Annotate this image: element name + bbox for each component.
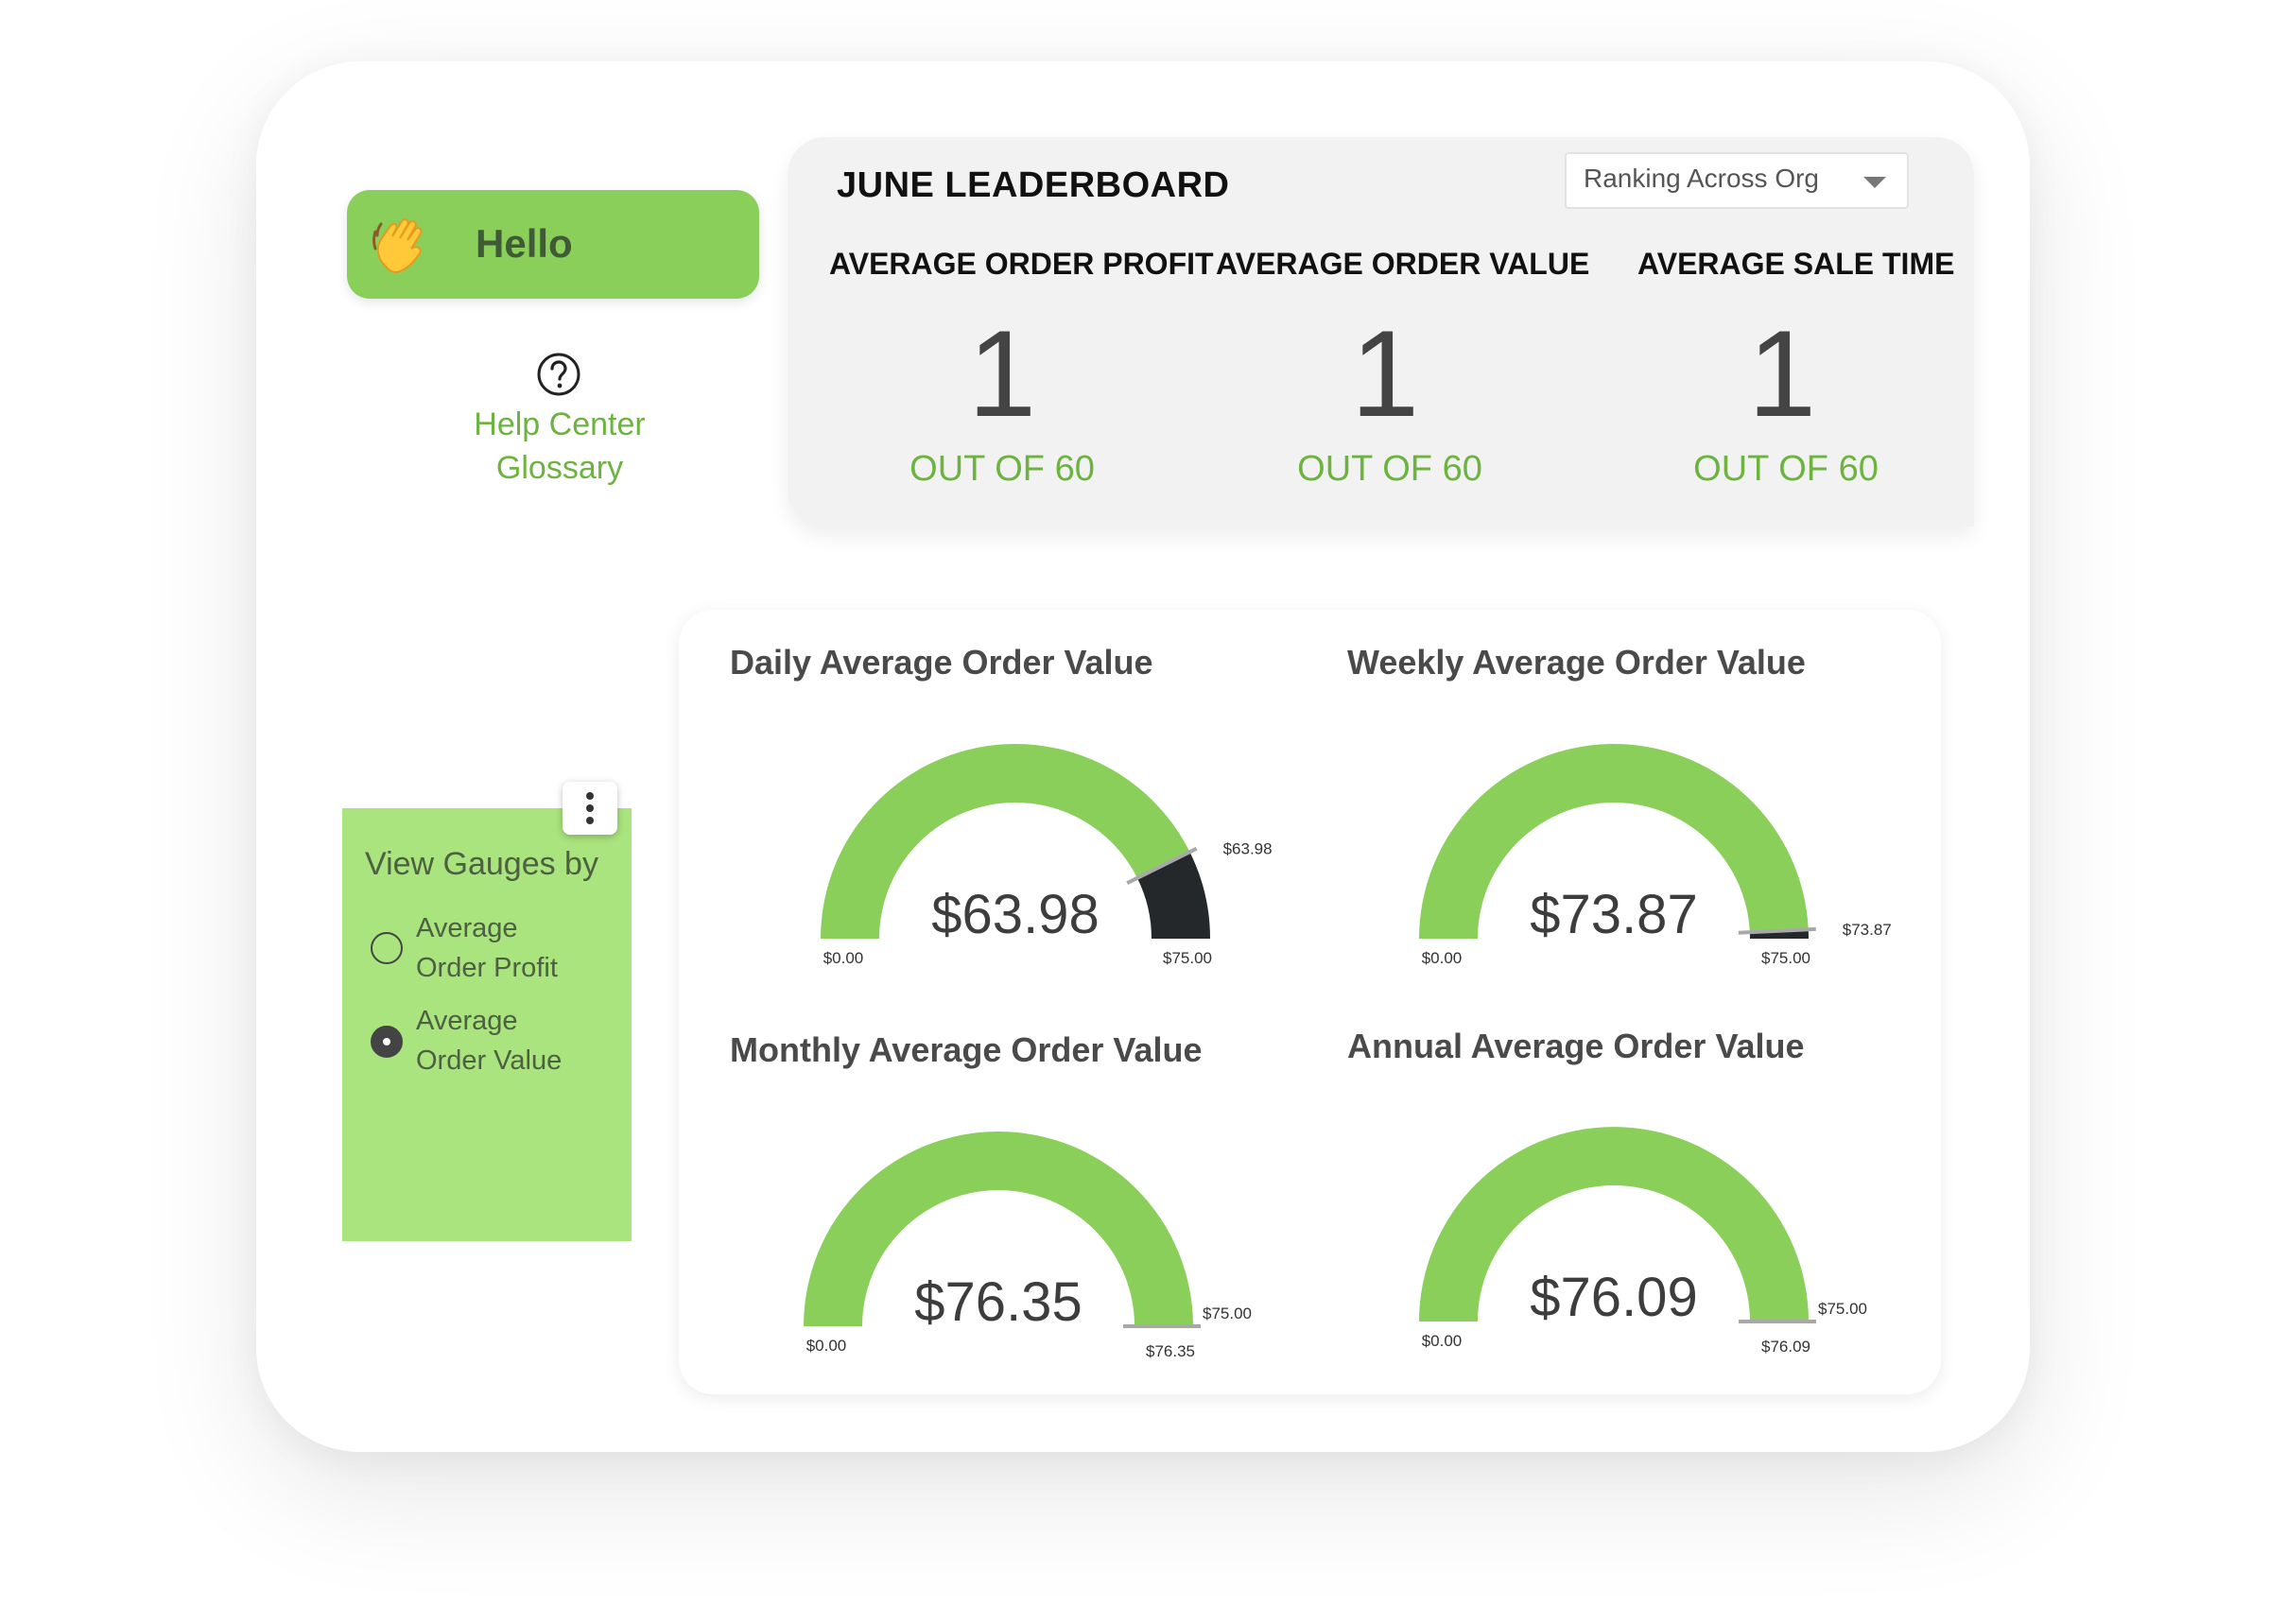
gauge-fill-daily (820, 743, 1190, 939)
gauge-remainder-daily (1136, 852, 1210, 939)
gauge-min-label-monthly: $0.00 (806, 1337, 847, 1355)
metric-label-sale-time: AVERAGE SALE TIME (1637, 247, 1955, 281)
hello-button[interactable]: Hello (347, 190, 759, 299)
gauge-annual: $76.09 $0.00 $75.00 $76.09 (1419, 1127, 1867, 1356)
gauge-daily: $63.98 $0.00 $75.00 $63.98 (820, 743, 1273, 967)
metric-label-profit: AVERAGE ORDER PROFIT (829, 247, 1214, 281)
waving-hand-icon (372, 218, 423, 274)
gauge-title-weekly: Weekly Average Order Value (1347, 643, 1806, 682)
gauge-marker-label-monthly: $76.35 (1146, 1342, 1195, 1360)
gauge-marker-weekly (1738, 926, 1816, 935)
chevron-down-icon (1863, 177, 1886, 188)
metric-out-of-value: OUT OF 60 (1297, 449, 1482, 489)
gauge-max-label-weekly: $75.00 (1761, 949, 1810, 967)
view-gauges-panel: View Gauges by Average Order Profit Aver… (342, 808, 632, 1241)
gauges-panel (679, 610, 1941, 1394)
leaderboard-panel: JUNE LEADERBOARD Ranking Across Org AVER… (788, 137, 1974, 527)
gauge-min-label-annual: $0.00 (1422, 1332, 1463, 1350)
hello-label: Hello (476, 221, 573, 266)
gauge-marker-label-weekly: $73.87 (1843, 921, 1892, 939)
gauge-min-label-daily: $0.00 (823, 949, 864, 967)
more-options-icon[interactable] (563, 782, 617, 835)
view-gauges-title: View Gauges by (365, 846, 598, 882)
gauge-value-annual: $76.09 (1530, 1267, 1697, 1328)
metric-out-of-profit: OUT OF 60 (909, 449, 1095, 489)
radio-average-order-profit[interactable] (371, 932, 403, 964)
gauge-marker-label-annual: $76.09 (1761, 1338, 1810, 1356)
metric-rank-sale-time: 1 (1747, 304, 1817, 442)
metric-out-of-sale-time: OUT OF 60 (1693, 449, 1879, 489)
gauge-fill-annual (1419, 1127, 1809, 1322)
gauge-monthly: $76.35 $0.00 $75.00 $76.35 (804, 1132, 1252, 1360)
ranking-dropdown-value: Ranking Across Org (1584, 164, 1819, 193)
gauge-title-annual: Annual Average Order Value (1347, 1027, 1805, 1065)
gauge-fill-monthly (804, 1132, 1193, 1326)
metric-rank-profit: 1 (967, 304, 1037, 442)
question-circle-icon[interactable] (536, 352, 581, 397)
gauge-value-weekly: $73.87 (1530, 884, 1697, 945)
gauge-title-monthly: Monthly Average Order Value (730, 1030, 1203, 1069)
gauge-marker-daily (1126, 846, 1198, 885)
ranking-dropdown[interactable]: Ranking Across Org (1565, 152, 1909, 209)
gauge-max-label-daily: $75.00 (1163, 949, 1212, 967)
gauge-value-daily: $63.98 (931, 884, 1099, 945)
metric-rank-value: 1 (1350, 304, 1420, 442)
radio-label-value: Average Order Value (416, 1006, 563, 1076)
radio-label-profit: Average Order Profit (416, 913, 558, 983)
gauge-weekly: $73.87 $0.00 $75.00 $73.87 (1419, 744, 1892, 967)
metric-label-value: AVERAGE ORDER VALUE (1216, 247, 1590, 281)
gauge-min-label-weekly: $0.00 (1422, 949, 1463, 967)
glossary-link[interactable]: Glossary (495, 450, 624, 486)
gauge-value-monthly: $76.35 (914, 1271, 1082, 1333)
help-center-link[interactable]: Help Center (474, 406, 646, 442)
gauge-title-daily: Daily Average Order Value (730, 643, 1153, 682)
gauge-marker-label-daily: $63.98 (1223, 840, 1273, 858)
gauge-max-label-monthly: $75.00 (1203, 1304, 1252, 1322)
gauge-fill-weekly (1419, 744, 1809, 939)
radio-average-order-value[interactable] (371, 1026, 403, 1058)
gauge-max-label-annual: $75.00 (1818, 1300, 1867, 1318)
leaderboard-title: JUNE LEADERBOARD (837, 165, 1230, 205)
